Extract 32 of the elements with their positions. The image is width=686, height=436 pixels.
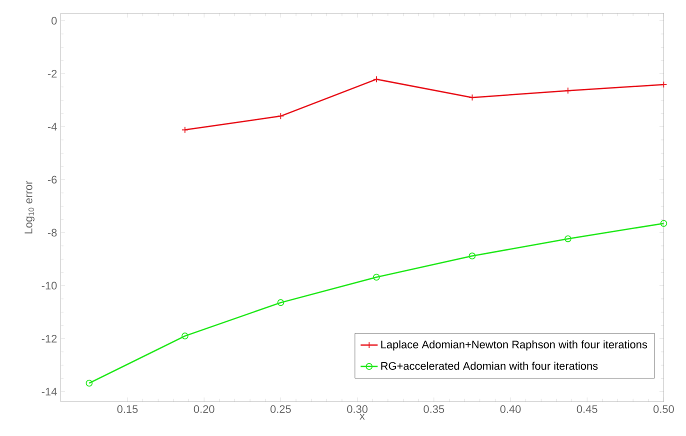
y-tick-label: 0 (52, 16, 57, 25)
legend-label: RG+accelerated Adomian with four iterations (381, 362, 598, 370)
y-tick-label: -8 (48, 228, 57, 237)
x-tick-label: 0.40 (500, 405, 521, 413)
x-tick-label: 0.20 (194, 405, 214, 413)
legend-label: Laplace Adomian+Newton Raphson with four iterations (381, 340, 648, 351)
point (86, 380, 93, 387)
y-tick-label: -10 (42, 282, 57, 290)
point (277, 112, 284, 120)
y-tick-label: -14 (42, 388, 57, 396)
point (660, 220, 668, 227)
y-tick-label: -6 (48, 176, 57, 184)
x-tick-label: 0.35 (424, 405, 444, 413)
point (182, 332, 188, 340)
point (564, 87, 572, 94)
x-tick-label: 0.15 (117, 405, 138, 413)
x-tick-label: 0.30 (347, 405, 368, 413)
point (277, 299, 284, 306)
point (182, 126, 188, 134)
point (373, 76, 380, 83)
y-tick-label: -2 (48, 70, 57, 78)
y-tick-label: -12 (42, 334, 57, 342)
x-tick-label: 0.45 (576, 405, 598, 413)
point (564, 235, 572, 242)
point (468, 252, 476, 260)
y-axis-title: Log$_{10}$ error (24, 180, 34, 234)
point (373, 274, 380, 281)
x-tick-label: 0.25 (270, 405, 291, 413)
point (660, 81, 668, 88)
x-axis-title: x (360, 414, 365, 420)
y-tick-label: -4 (48, 122, 57, 130)
x-tick-label: 0.50 (653, 405, 674, 413)
